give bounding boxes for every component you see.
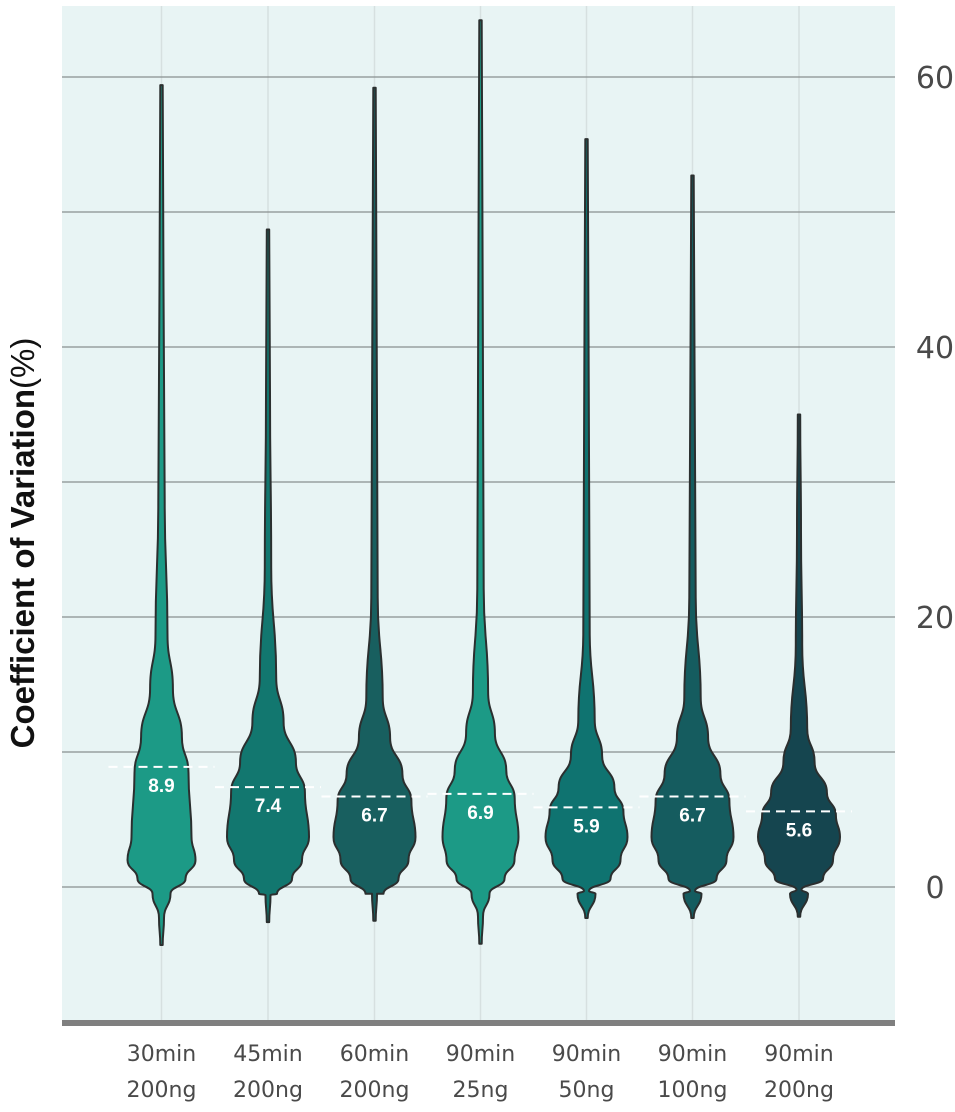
median-label: 7.4 bbox=[255, 796, 282, 817]
x-tick-label-line1: 30min bbox=[127, 1042, 196, 1067]
median-label: 8.9 bbox=[148, 776, 174, 797]
x-tick-label-line1: 90min bbox=[764, 1042, 833, 1067]
x-tick-label-line1: 45min bbox=[233, 1042, 302, 1067]
violin-2 bbox=[226, 228, 310, 924]
median-lines bbox=[108, 765, 852, 813]
y-tick-label: 40 bbox=[916, 331, 954, 366]
x-tick-label-line2: 50ng bbox=[559, 1078, 615, 1103]
violins bbox=[126, 19, 841, 946]
median-label: 5.6 bbox=[786, 820, 812, 841]
violin-6 bbox=[650, 174, 735, 919]
x-tick-label-line1: 60min bbox=[340, 1042, 409, 1067]
x-tick-label-line1: 90min bbox=[658, 1042, 727, 1067]
violin-1 bbox=[126, 84, 197, 946]
y-axis-title-main: Coefficient of Variation bbox=[4, 389, 41, 748]
y-tick-label: 20 bbox=[916, 601, 954, 636]
median-label: 6.7 bbox=[679, 806, 705, 827]
median-labels: 8.9 7.4 6.7 6.9 5.9 6.7 5.6 bbox=[148, 776, 812, 842]
x-tick-label-line2: 200ng bbox=[127, 1078, 197, 1103]
x-tick-label-line2: 200ng bbox=[764, 1078, 834, 1103]
x-tick-label-line2: 100ng bbox=[658, 1078, 728, 1103]
x-tick-label-line1: 90min bbox=[446, 1042, 515, 1067]
violin-3 bbox=[332, 86, 417, 922]
y-tick-labels: 0 20 40 60 bbox=[916, 61, 954, 906]
violin-5 bbox=[544, 138, 629, 919]
y-tick-label: 0 bbox=[925, 871, 944, 906]
violin-7 bbox=[757, 413, 841, 918]
violin-4 bbox=[441, 19, 520, 945]
x-tick-label-line2: 25ng bbox=[453, 1078, 509, 1103]
x-tick-label-line2: 200ng bbox=[340, 1078, 410, 1103]
median-label: 6.7 bbox=[361, 806, 387, 827]
median-label: 6.9 bbox=[467, 803, 493, 824]
x-tick-labels: 30min 200ng 45min 200ng 60min 200ng 90min 25ng 9… bbox=[127, 1042, 834, 1103]
x-tick-label-line2: 200ng bbox=[233, 1078, 303, 1103]
median-label: 5.9 bbox=[573, 816, 599, 837]
x-tick-label-line1: 90min bbox=[552, 1042, 621, 1067]
y-axis-title: Coefficient of Variation(%) bbox=[4, 338, 41, 749]
y-tick-label: 60 bbox=[916, 61, 954, 96]
x-axis-line bbox=[62, 1020, 895, 1026]
y-axis-title-unit: (%) bbox=[4, 338, 41, 389]
